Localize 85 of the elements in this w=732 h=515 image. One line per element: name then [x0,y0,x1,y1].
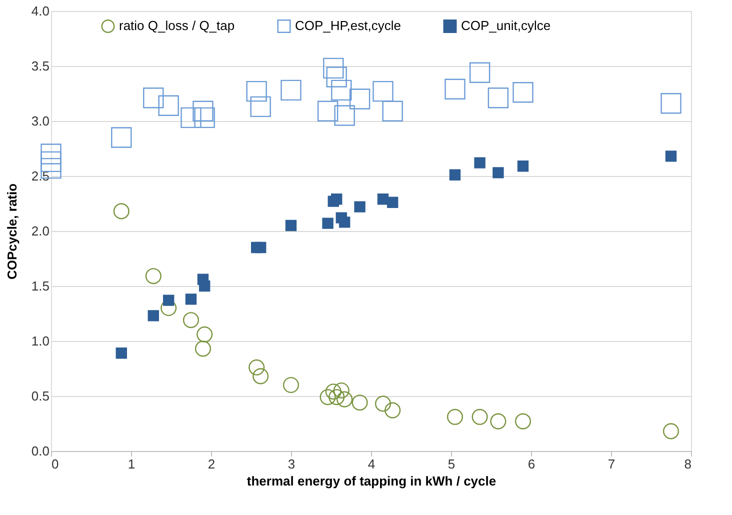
legend-label: COP_unit,cylce [461,18,551,34]
x-tick-label: 5 [448,456,456,472]
x-tick-label: 3 [288,456,296,472]
point [354,201,366,212]
point [40,151,62,172]
point [282,377,300,393]
point [372,80,394,102]
y-tick-label: 2.0 [31,224,50,238]
point [374,396,392,412]
x-tick-label: 1 [128,456,136,472]
point [446,408,464,425]
point [255,242,266,254]
point [665,150,677,162]
point [492,167,504,178]
x-axis-title: thermal energy of tapping in kWh / cycle [246,474,496,488]
y-tick-label: 0.5 [31,388,50,404]
y-tick-label: 3.5 [31,58,50,74]
point [444,78,466,100]
point [322,218,334,229]
y-tick-label: 3.0 [31,114,50,128]
y-tick-label: 0.0 [31,444,50,458]
point [517,160,529,172]
y-tick-label: 4.0 [31,4,50,18]
point [326,66,347,88]
x-tick-label: 6 [528,456,536,472]
point [192,100,214,122]
legend-label: ratio Q_loss / Q_tap [119,18,235,34]
point [488,88,509,108]
point [160,300,177,316]
point [158,95,179,116]
point [474,157,486,168]
x-tick-label: 4 [368,456,376,472]
legend-label: COP_HP,est,cycle [295,18,401,34]
point [250,96,271,118]
point [352,394,368,411]
point [145,268,162,284]
point [325,384,342,400]
point [280,80,302,101]
x-tick-label: 8 [684,456,692,472]
point [349,88,370,110]
point [246,80,267,102]
point [512,82,534,103]
point [320,389,336,406]
point [143,88,164,108]
point [317,100,338,122]
x-tick-label: 7 [608,456,616,472]
point [384,402,401,418]
point [182,312,200,328]
point [449,169,461,180]
point [331,194,342,205]
point [248,359,265,376]
point [472,408,488,425]
point [285,220,297,232]
point [40,144,62,164]
point [382,100,403,122]
point [196,326,213,342]
point [339,216,350,228]
point [328,389,345,406]
point [334,105,355,126]
point [662,423,680,440]
point [180,107,202,128]
point [387,196,398,208]
y-tick-label: 1.5 [31,278,50,294]
point [148,310,159,322]
point [514,413,532,430]
point [252,368,269,384]
point [163,294,174,306]
y-tick-label: 1.0 [31,334,50,348]
point [469,62,490,83]
y-axis-title: COPcycle, ratio [4,183,20,280]
point [199,280,210,292]
point [660,93,682,114]
point [336,391,353,408]
point [331,80,352,101]
x-tick-label: 2 [208,456,216,472]
point [111,127,132,148]
point [113,203,130,220]
point [333,382,350,398]
point [194,107,215,128]
point [323,58,344,79]
point [116,348,127,359]
point [185,294,197,305]
point [194,340,212,357]
point [490,413,506,430]
x-tick-label: 0 [52,456,59,472]
